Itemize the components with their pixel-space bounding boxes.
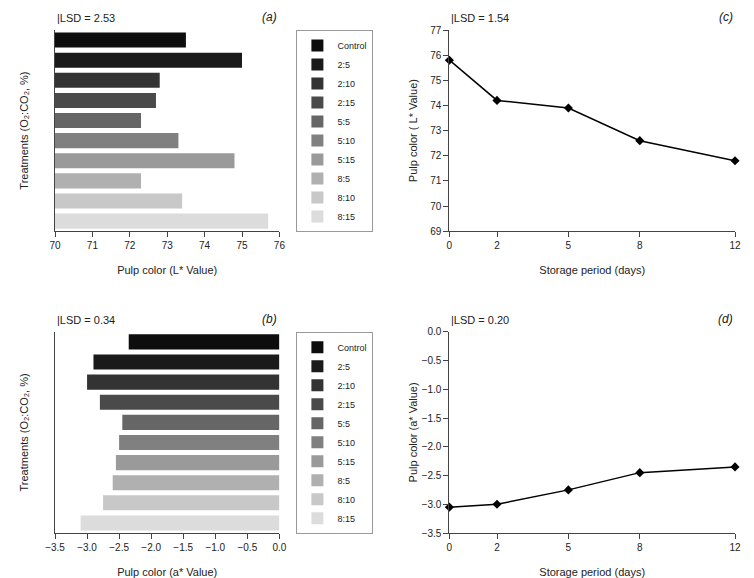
svg-text:8:5: 8:5 bbox=[337, 476, 350, 486]
svg-text:0: 0 bbox=[447, 240, 453, 251]
svg-text:0.0: 0.0 bbox=[427, 326, 441, 337]
svg-text:70: 70 bbox=[430, 201, 442, 212]
svg-text:Storage period (days): Storage period (days) bbox=[539, 566, 645, 578]
svg-text:|LSD = 0.34: |LSD = 0.34 bbox=[57, 314, 115, 326]
svg-text:71: 71 bbox=[430, 175, 442, 186]
svg-text:5: 5 bbox=[566, 240, 572, 251]
svg-text:73: 73 bbox=[162, 240, 174, 251]
svg-text:5:15: 5:15 bbox=[337, 155, 355, 165]
svg-text:−3.5: −3.5 bbox=[45, 542, 65, 553]
svg-text:0.0: 0.0 bbox=[272, 542, 286, 553]
svg-text:69: 69 bbox=[430, 226, 442, 237]
svg-text:72: 72 bbox=[124, 240, 136, 251]
svg-text:−2.0: −2.0 bbox=[141, 542, 161, 553]
svg-text:−2.5: −2.5 bbox=[422, 470, 442, 481]
svg-text:(d): (d) bbox=[718, 312, 733, 326]
svg-text:70: 70 bbox=[49, 240, 61, 251]
svg-text:75: 75 bbox=[236, 240, 248, 251]
svg-text:|LSD = 0.20: |LSD = 0.20 bbox=[451, 314, 509, 326]
svg-text:8: 8 bbox=[637, 240, 643, 251]
svg-text:|LSD = 2.53: |LSD = 2.53 bbox=[57, 12, 115, 24]
svg-text:−3.5: −3.5 bbox=[422, 528, 442, 539]
svg-text:5:10: 5:10 bbox=[337, 438, 355, 448]
svg-text:8: 8 bbox=[637, 542, 643, 553]
svg-text:72: 72 bbox=[430, 150, 442, 161]
svg-text:2: 2 bbox=[494, 240, 500, 251]
svg-text:Pulp color (a* Value): Pulp color (a* Value) bbox=[407, 382, 419, 482]
svg-text:Storage period (days): Storage period (days) bbox=[539, 264, 645, 276]
svg-text:−0.5: −0.5 bbox=[422, 355, 442, 366]
svg-text:76: 76 bbox=[274, 240, 286, 251]
svg-text:−2.0: −2.0 bbox=[422, 441, 442, 452]
svg-text:−0.5: −0.5 bbox=[237, 542, 257, 553]
svg-text:2:5: 2:5 bbox=[337, 362, 350, 372]
svg-text:76: 76 bbox=[430, 50, 442, 61]
svg-text:−1.5: −1.5 bbox=[422, 413, 442, 424]
svg-text:8:15: 8:15 bbox=[337, 514, 355, 524]
svg-text:Pulp color ( L* Value): Pulp color ( L* Value) bbox=[407, 79, 419, 182]
svg-text:(a): (a) bbox=[262, 10, 277, 24]
svg-text:−3.0: −3.0 bbox=[422, 499, 442, 510]
svg-text:2:10: 2:10 bbox=[337, 381, 355, 391]
svg-text:74: 74 bbox=[199, 240, 211, 251]
svg-text:71: 71 bbox=[87, 240, 99, 251]
svg-text:8:5: 8:5 bbox=[337, 174, 350, 184]
svg-text:2:5: 2:5 bbox=[337, 60, 350, 70]
svg-text:73: 73 bbox=[430, 125, 442, 136]
svg-text:(c): (c) bbox=[719, 10, 733, 24]
svg-text:(b): (b) bbox=[262, 312, 277, 326]
svg-text:5:10: 5:10 bbox=[337, 136, 355, 146]
svg-text:2: 2 bbox=[494, 542, 500, 553]
svg-text:Control: Control bbox=[337, 41, 366, 51]
svg-text:Pulp color (a* Value): Pulp color (a* Value) bbox=[117, 566, 217, 578]
svg-text:−1.0: −1.0 bbox=[422, 384, 442, 395]
svg-text:75: 75 bbox=[430, 75, 442, 86]
svg-text:2:10: 2:10 bbox=[337, 79, 355, 89]
svg-text:5:5: 5:5 bbox=[337, 419, 350, 429]
svg-text:Pulp color (L* Value): Pulp color (L* Value) bbox=[117, 264, 217, 276]
svg-text:2:15: 2:15 bbox=[337, 98, 355, 108]
svg-text:−2.5: −2.5 bbox=[109, 542, 129, 553]
svg-text:−1.0: −1.0 bbox=[205, 542, 225, 553]
svg-text:12: 12 bbox=[729, 542, 741, 553]
svg-text:Treatments (O₂:CO₂, %): Treatments (O₂:CO₂, %) bbox=[19, 72, 31, 190]
svg-text:0: 0 bbox=[447, 542, 453, 553]
svg-text:8:10: 8:10 bbox=[337, 193, 355, 203]
svg-text:5:15: 5:15 bbox=[337, 457, 355, 467]
svg-text:5: 5 bbox=[566, 542, 572, 553]
svg-text:|LSD = 1.54: |LSD = 1.54 bbox=[451, 12, 509, 24]
svg-text:2:15: 2:15 bbox=[337, 400, 355, 410]
svg-text:74: 74 bbox=[430, 100, 442, 111]
svg-text:Treatments (O₂:CO₂, %): Treatments (O₂:CO₂, %) bbox=[19, 373, 31, 491]
svg-text:−1.5: −1.5 bbox=[173, 542, 193, 553]
svg-text:12: 12 bbox=[729, 240, 741, 251]
svg-text:8:15: 8:15 bbox=[337, 212, 355, 222]
svg-text:77: 77 bbox=[430, 25, 442, 36]
svg-text:−3.0: −3.0 bbox=[77, 542, 97, 553]
svg-text:Control: Control bbox=[337, 343, 366, 353]
svg-text:5:5: 5:5 bbox=[337, 117, 350, 127]
svg-text:8:10: 8:10 bbox=[337, 495, 355, 505]
